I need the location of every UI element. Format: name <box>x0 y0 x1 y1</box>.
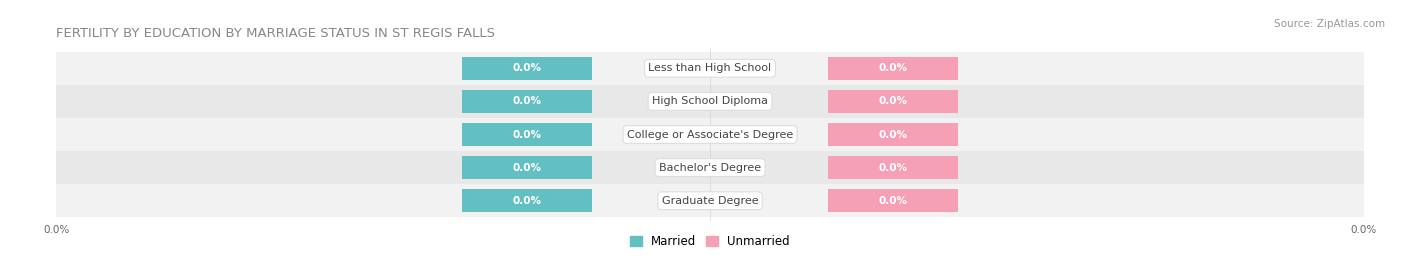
Bar <box>56 52 1364 85</box>
Bar <box>461 189 592 212</box>
Bar <box>56 85 1364 118</box>
Bar <box>461 57 592 80</box>
Text: FERTILITY BY EDUCATION BY MARRIAGE STATUS IN ST REGIS FALLS: FERTILITY BY EDUCATION BY MARRIAGE STATU… <box>56 27 495 40</box>
Text: 0.0%: 0.0% <box>879 162 908 173</box>
Text: 0.0%: 0.0% <box>879 63 908 73</box>
Bar <box>828 123 959 146</box>
Text: 0.0%: 0.0% <box>512 129 541 140</box>
Bar <box>461 123 592 146</box>
Bar <box>461 156 592 179</box>
Text: 0.0%: 0.0% <box>512 196 541 206</box>
Text: Less than High School: Less than High School <box>648 63 772 73</box>
Text: 0.0%: 0.0% <box>879 196 908 206</box>
Bar <box>828 57 959 80</box>
Bar <box>828 156 959 179</box>
Bar <box>56 184 1364 217</box>
Bar <box>461 90 592 113</box>
Bar <box>828 189 959 212</box>
Legend: Married, Unmarried: Married, Unmarried <box>626 230 794 253</box>
Text: Bachelor's Degree: Bachelor's Degree <box>659 162 761 173</box>
Bar <box>828 90 959 113</box>
Text: 0.0%: 0.0% <box>512 63 541 73</box>
Text: College or Associate's Degree: College or Associate's Degree <box>627 129 793 140</box>
Text: 0.0%: 0.0% <box>879 129 908 140</box>
Text: 0.0%: 0.0% <box>512 96 541 107</box>
Bar <box>56 118 1364 151</box>
Text: 0.0%: 0.0% <box>512 162 541 173</box>
Text: Graduate Degree: Graduate Degree <box>662 196 758 206</box>
Text: High School Diploma: High School Diploma <box>652 96 768 107</box>
Text: Source: ZipAtlas.com: Source: ZipAtlas.com <box>1274 19 1385 29</box>
Bar <box>56 151 1364 184</box>
Text: 0.0%: 0.0% <box>879 96 908 107</box>
